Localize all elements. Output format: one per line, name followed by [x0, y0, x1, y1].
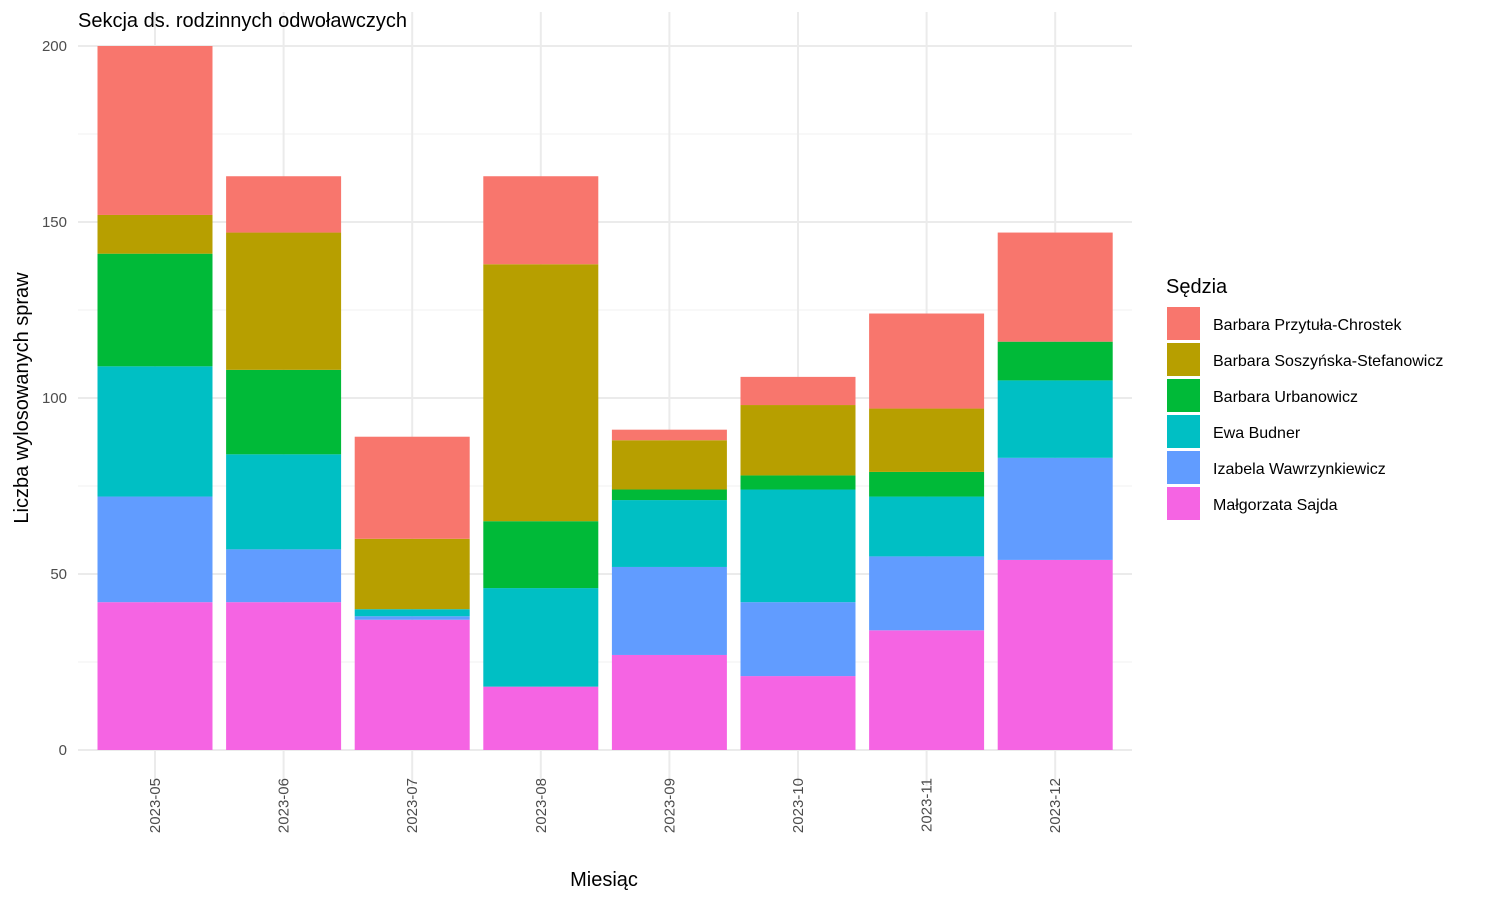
- bar-segment: [611, 500, 727, 567]
- bar-segment: [869, 630, 985, 750]
- y-tick-label: 100: [42, 390, 67, 407]
- bar-segment: [97, 602, 213, 750]
- legend-swatch: [1167, 307, 1200, 340]
- legend-swatch: [1167, 451, 1200, 484]
- bar-segment: [997, 232, 1113, 342]
- bar-segment: [997, 457, 1113, 560]
- bar-segment: [869, 496, 985, 557]
- legend-label: Barbara Urbanowicz: [1213, 389, 1358, 406]
- bar-segment: [869, 556, 985, 631]
- bar-segment: [226, 369, 342, 455]
- bar-segment: [483, 264, 599, 522]
- bar-segment: [611, 566, 727, 655]
- x-axis-ticks: 2023-05 2023-06 2023-07 2023-08 2023-09 2023-…: [147, 778, 1064, 833]
- y-tick-label: 50: [50, 566, 67, 583]
- bar-segment: [354, 436, 470, 539]
- legend-label: Ewa Budner: [1213, 425, 1301, 442]
- legend-swatch: [1167, 415, 1200, 448]
- chart-title: Sekcja ds. rodzinnych odwoławczych: [78, 10, 407, 32]
- y-tick-label: 200: [42, 38, 67, 55]
- x-tick-label: 2023-06: [276, 778, 293, 833]
- legend: Sędzia Barbara Przytuła-Chrostek Barbara …: [1166, 276, 1443, 520]
- bars: [97, 46, 1113, 750]
- x-tick-label: 2023-07: [404, 778, 421, 833]
- bar-segment: [483, 686, 599, 750]
- bar-segment: [740, 475, 856, 490]
- bar-segment: [226, 454, 342, 550]
- bar-segment: [869, 471, 985, 497]
- bar-segment: [483, 176, 599, 265]
- bar-segment: [97, 253, 213, 367]
- bar-segment: [611, 429, 727, 441]
- legend-label: Barbara Soszyńska-Stefanowicz: [1213, 353, 1443, 370]
- bar-segment: [97, 214, 213, 254]
- bar-segment: [611, 440, 727, 490]
- legend-swatch: [1167, 379, 1200, 412]
- legend-swatch: [1167, 487, 1200, 520]
- bar-segment: [226, 549, 342, 603]
- legend-label: Izabela Wawrzynkiewicz: [1213, 461, 1386, 478]
- bar-segment: [97, 366, 213, 497]
- x-tick-label: 2023-08: [533, 778, 550, 833]
- x-tick-label: 2023-05: [147, 778, 164, 833]
- bar-segment: [740, 489, 856, 603]
- bar-segment: [483, 588, 599, 687]
- bar-segment: [740, 676, 856, 750]
- bar-segment: [997, 559, 1113, 750]
- legend-label: Małgorzata Sajda: [1213, 497, 1338, 514]
- y-tick-label: 0: [59, 742, 67, 759]
- bar-segment: [740, 602, 856, 677]
- bar-segment: [869, 313, 985, 409]
- bar-segment: [611, 489, 727, 501]
- y-axis-title: Liczba wylosowanych spraw: [11, 272, 33, 524]
- bar-segment: [869, 408, 985, 472]
- y-tick-label: 150: [42, 214, 67, 231]
- legend-title: Sędzia: [1166, 276, 1228, 298]
- legend-label: Barbara Przytuła-Chrostek: [1213, 317, 1403, 334]
- bar-segment: [97, 46, 213, 215]
- x-axis-title: Miesiąc: [570, 869, 638, 891]
- bar-segment: [740, 376, 856, 406]
- bar-segment: [740, 405, 856, 476]
- x-tick-label: 2023-12: [1047, 778, 1064, 833]
- bar-segment: [997, 380, 1113, 458]
- legend-swatch: [1167, 343, 1200, 376]
- bar-segment: [997, 341, 1113, 381]
- x-tick-label: 2023-10: [790, 778, 807, 833]
- x-tick-label: 2023-11: [919, 778, 936, 832]
- bar-segment: [226, 602, 342, 750]
- bar-segment: [611, 654, 727, 750]
- y-axis-ticks: 0 50 100 150 200: [42, 38, 67, 759]
- bar-segment: [354, 616, 470, 620]
- bar-segment: [354, 538, 470, 610]
- x-tick-label: 2023-09: [661, 778, 678, 833]
- bar-segment: [354, 609, 470, 617]
- bar-segment: [354, 619, 470, 750]
- bar-segment: [97, 496, 213, 603]
- bar-segment: [483, 521, 599, 589]
- bar-segment: [226, 232, 342, 370]
- bar-segment: [226, 176, 342, 233]
